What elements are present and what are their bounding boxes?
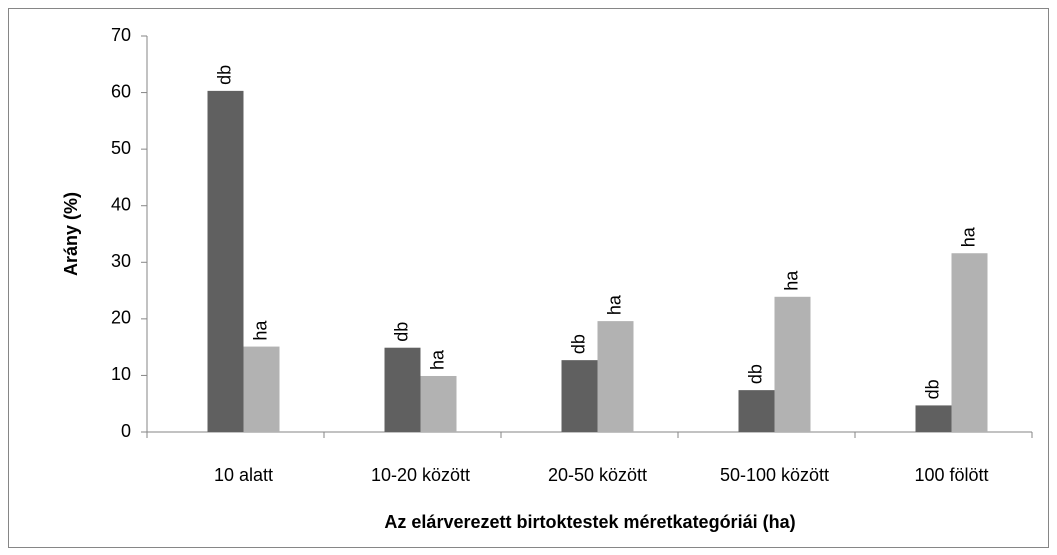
data-label: db — [922, 379, 942, 399]
y-tick-label: 70 — [111, 25, 131, 45]
y-tick-label: 50 — [111, 138, 131, 158]
data-label: db — [568, 334, 588, 354]
y-tick-label: 20 — [111, 308, 131, 328]
y-axis-label: Arány (%) — [61, 192, 81, 276]
bar — [561, 360, 598, 432]
bar — [951, 253, 988, 432]
data-label: ha — [427, 349, 447, 370]
x-tick-label: 20-50 között — [548, 465, 647, 485]
bar — [774, 296, 811, 432]
data-label: db — [391, 322, 411, 342]
data-label: ha — [604, 294, 624, 315]
bar — [420, 375, 457, 432]
x-tick-label: 10 alatt — [214, 465, 273, 485]
data-label: ha — [250, 320, 270, 341]
x-tick-label: 10-20 között — [371, 465, 470, 485]
chart-frame — [8, 8, 1049, 548]
bar — [915, 405, 952, 432]
bar — [384, 347, 421, 432]
bar — [243, 346, 280, 432]
data-label: ha — [781, 270, 801, 291]
y-tick-label: 10 — [111, 364, 131, 384]
bar — [738, 390, 775, 432]
y-tick-label: 30 — [111, 251, 131, 271]
x-tick-label: 50-100 között — [720, 465, 829, 485]
data-label: db — [745, 364, 765, 384]
y-tick-label: 60 — [111, 81, 131, 101]
data-label: db — [214, 65, 234, 85]
data-label: ha — [958, 226, 978, 247]
y-tick-label: 40 — [111, 194, 131, 214]
bar — [207, 90, 244, 433]
y-tick-label: 0 — [121, 421, 131, 441]
bar — [597, 321, 634, 432]
x-axis-label: Az elárverezett birtoktestek méretkategó… — [384, 512, 795, 532]
x-tick-label: 100 fölött — [914, 465, 988, 485]
